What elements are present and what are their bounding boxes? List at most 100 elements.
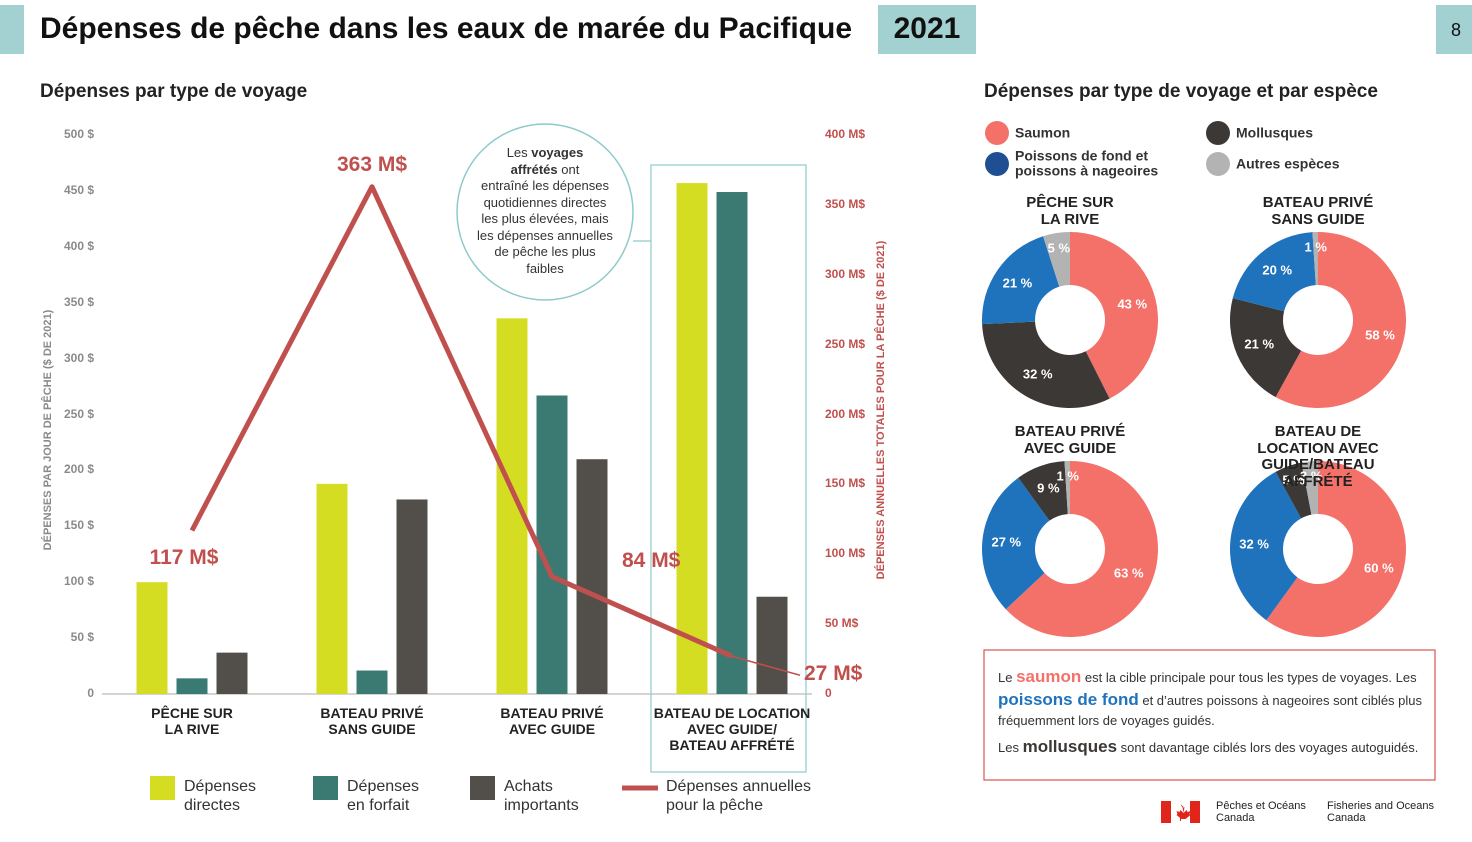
- note-part: sont davantage ciblés lors des voyages a…: [1117, 740, 1419, 756]
- y2-tick-label: 200 M$: [825, 406, 866, 421]
- note-emphasis: saumon: [1016, 667, 1082, 686]
- canada-flag: [1161, 801, 1200, 823]
- slice-label: 5 %: [1282, 472, 1305, 488]
- legend-label: Achats importants: [504, 778, 579, 815]
- legend-swatch: [1206, 152, 1230, 176]
- slice-label: 1 %: [1056, 468, 1079, 484]
- y-tick-label: 200 $: [63, 462, 94, 477]
- pie-slice: [1005, 461, 1158, 638]
- legend-swatch: [985, 121, 1009, 145]
- slice-label: 9 %: [1037, 480, 1060, 496]
- pie-slice: [1064, 461, 1070, 515]
- note-part: est la cible principale pour tous les ty…: [1081, 670, 1417, 685]
- data-label: 27 M$: [804, 662, 863, 686]
- pie-slice: [982, 321, 1110, 408]
- slice-label: 3 %: [1300, 468, 1323, 484]
- logo-en: Fisheries and Oceans Canada: [1327, 800, 1434, 824]
- slice-label: 60 %: [1364, 560, 1394, 576]
- legend-swatch: [985, 152, 1009, 176]
- y-tick-label: 150 $: [63, 518, 94, 533]
- note-emphasis: mollusques: [1022, 737, 1118, 757]
- bar: [676, 183, 708, 694]
- bar: [176, 678, 208, 694]
- callout-bubble: [456, 123, 634, 301]
- pie-slice: [982, 236, 1060, 325]
- x-tick-label: PÊCHE SUR LA RIVE: [151, 705, 233, 738]
- legend-label: Dépenses annuelles pour la pêche: [666, 778, 811, 815]
- bar: [396, 499, 428, 694]
- y2-tick-label: 100 M$: [825, 546, 866, 561]
- note-part: Les: [998, 740, 1023, 756]
- y2-tick-label: 250 M$: [825, 336, 866, 351]
- slice-label: 43 %: [1117, 296, 1148, 312]
- pie-slice: [1232, 232, 1316, 312]
- y-tick-label: 50 $: [70, 630, 94, 645]
- pie-slice: [1275, 462, 1312, 519]
- page-title: Dépenses de pêche dans les eaux de marée…: [40, 12, 853, 45]
- slice-label: 1 %: [1304, 239, 1327, 255]
- x-tick-label: BATEAU DE LOCATION AVEC GUIDE/ BATEAU AF…: [653, 705, 811, 754]
- y2-tick-label: 50 M$: [825, 616, 859, 631]
- pie-title: BATEAU DE LOCATION AVEC GUIDE/BATEAU AFF…: [1257, 423, 1379, 490]
- y-tick-label: 300 $: [63, 350, 94, 365]
- legend-label: Autres espèces: [1236, 155, 1340, 172]
- pie-slice: [1230, 298, 1302, 398]
- slice-label: 5 %: [1047, 240, 1071, 256]
- data-label: 363 M$: [336, 152, 408, 176]
- note-text: Le saumon est la cible principale pour t…: [998, 666, 1423, 766]
- y-axis-title: DÉPENSES PAR JOUR DE PÊCHE ($ DE 2021): [41, 309, 54, 550]
- pie-slice: [1312, 232, 1318, 286]
- callout-emphasis: voyages affrétés: [510, 145, 584, 177]
- callout-text: Les voyages affrétés ont entraîné les dé…: [460, 145, 630, 277]
- bar: [536, 395, 568, 694]
- data-label: 84 M$: [622, 548, 681, 572]
- x-tick-label: BATEAU PRIVÉ SANS GUIDE: [320, 705, 424, 738]
- note-part: et d’autres poissons à nageoires sont ci…: [998, 692, 1423, 728]
- pie-slice: [1266, 461, 1406, 637]
- bar: [756, 596, 788, 694]
- pie-slice: [1070, 232, 1158, 399]
- note-box: [983, 649, 1436, 781]
- y2-tick-label: 350 M$: [825, 196, 866, 211]
- pie-slice: [1301, 461, 1318, 515]
- slice-label: 32 %: [1022, 366, 1053, 382]
- y-tick-label: 100 $: [63, 574, 94, 589]
- legend-swatch: [470, 776, 495, 800]
- pie-title: BATEAU PRIVÉ SANS GUIDE: [1262, 194, 1374, 228]
- legend-label: Dépenses directes: [184, 778, 257, 815]
- leader-line: [731, 655, 801, 676]
- bar: [496, 318, 528, 694]
- bar: [356, 670, 388, 694]
- slice-label: 21 %: [1244, 336, 1275, 352]
- y2-tick-label: 400 M$: [825, 127, 866, 142]
- panel-title: Dépenses par type de voyage et par espèc…: [984, 81, 1378, 102]
- y-tick-label: 250 $: [63, 406, 94, 421]
- legend-label: Dépenses en forfait: [347, 778, 420, 815]
- y-tick-label: 350 $: [63, 294, 94, 309]
- data-label: 117 M$: [149, 546, 219, 570]
- legend-swatch: [1206, 121, 1230, 145]
- legend-label: Saumon: [1015, 124, 1071, 141]
- pie-slice: [982, 477, 1050, 610]
- year: 2021: [893, 12, 961, 45]
- pie-slice: [1230, 471, 1302, 621]
- note-paragraph: Le saumon est la cible principale pour t…: [998, 666, 1423, 729]
- bar: [136, 582, 168, 694]
- slice-label: 32 %: [1239, 536, 1269, 552]
- slice-label: 27 %: [991, 534, 1022, 550]
- y-tick-label: 450 $: [63, 182, 94, 197]
- y-tick-label: 400 $: [63, 238, 94, 253]
- y2-tick-label: 300 M$: [825, 266, 866, 281]
- legend-label: Mollusques: [1236, 124, 1314, 141]
- pie-title: BATEAU PRIVÉ AVEC GUIDE: [1014, 423, 1126, 457]
- pie-slice: [1043, 232, 1070, 287]
- y-tick-label: 0: [87, 686, 94, 701]
- legend-swatch: [150, 776, 175, 800]
- logo-fr: Pêches et Océans Canada: [1216, 800, 1306, 824]
- highlight-box: [650, 164, 807, 773]
- page-box: [1436, 5, 1472, 54]
- slice-label: 58 %: [1365, 327, 1395, 343]
- bar: [316, 483, 348, 694]
- line: [189, 184, 734, 659]
